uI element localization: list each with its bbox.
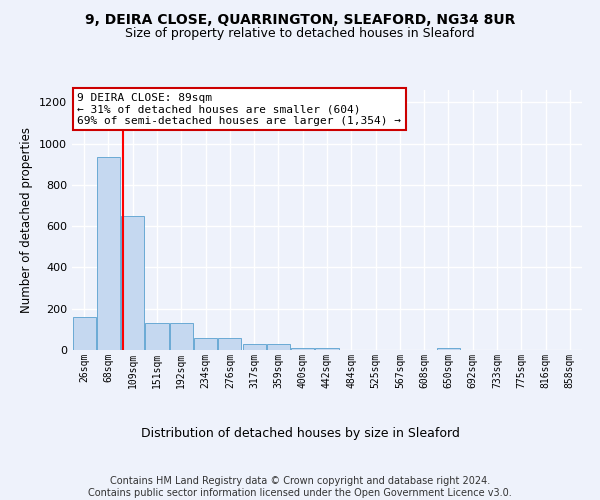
- Text: Size of property relative to detached houses in Sleaford: Size of property relative to detached ho…: [125, 28, 475, 40]
- Bar: [121, 216, 144, 350]
- Bar: [242, 344, 266, 350]
- Text: Contains HM Land Registry data © Crown copyright and database right 2024.
Contai: Contains HM Land Registry data © Crown c…: [88, 476, 512, 498]
- Bar: [316, 348, 338, 350]
- Bar: [97, 157, 120, 350]
- Bar: [437, 348, 460, 350]
- Bar: [145, 323, 169, 350]
- Bar: [194, 338, 217, 350]
- Bar: [291, 348, 314, 350]
- Text: 9 DEIRA CLOSE: 89sqm
← 31% of detached houses are smaller (604)
69% of semi-deta: 9 DEIRA CLOSE: 89sqm ← 31% of detached h…: [77, 92, 401, 126]
- Y-axis label: Number of detached properties: Number of detached properties: [20, 127, 34, 313]
- Bar: [170, 323, 193, 350]
- Text: Distribution of detached houses by size in Sleaford: Distribution of detached houses by size …: [140, 428, 460, 440]
- Text: 9, DEIRA CLOSE, QUARRINGTON, SLEAFORD, NG34 8UR: 9, DEIRA CLOSE, QUARRINGTON, SLEAFORD, N…: [85, 12, 515, 26]
- Bar: [267, 344, 290, 350]
- Bar: [73, 318, 95, 350]
- Bar: [218, 338, 241, 350]
